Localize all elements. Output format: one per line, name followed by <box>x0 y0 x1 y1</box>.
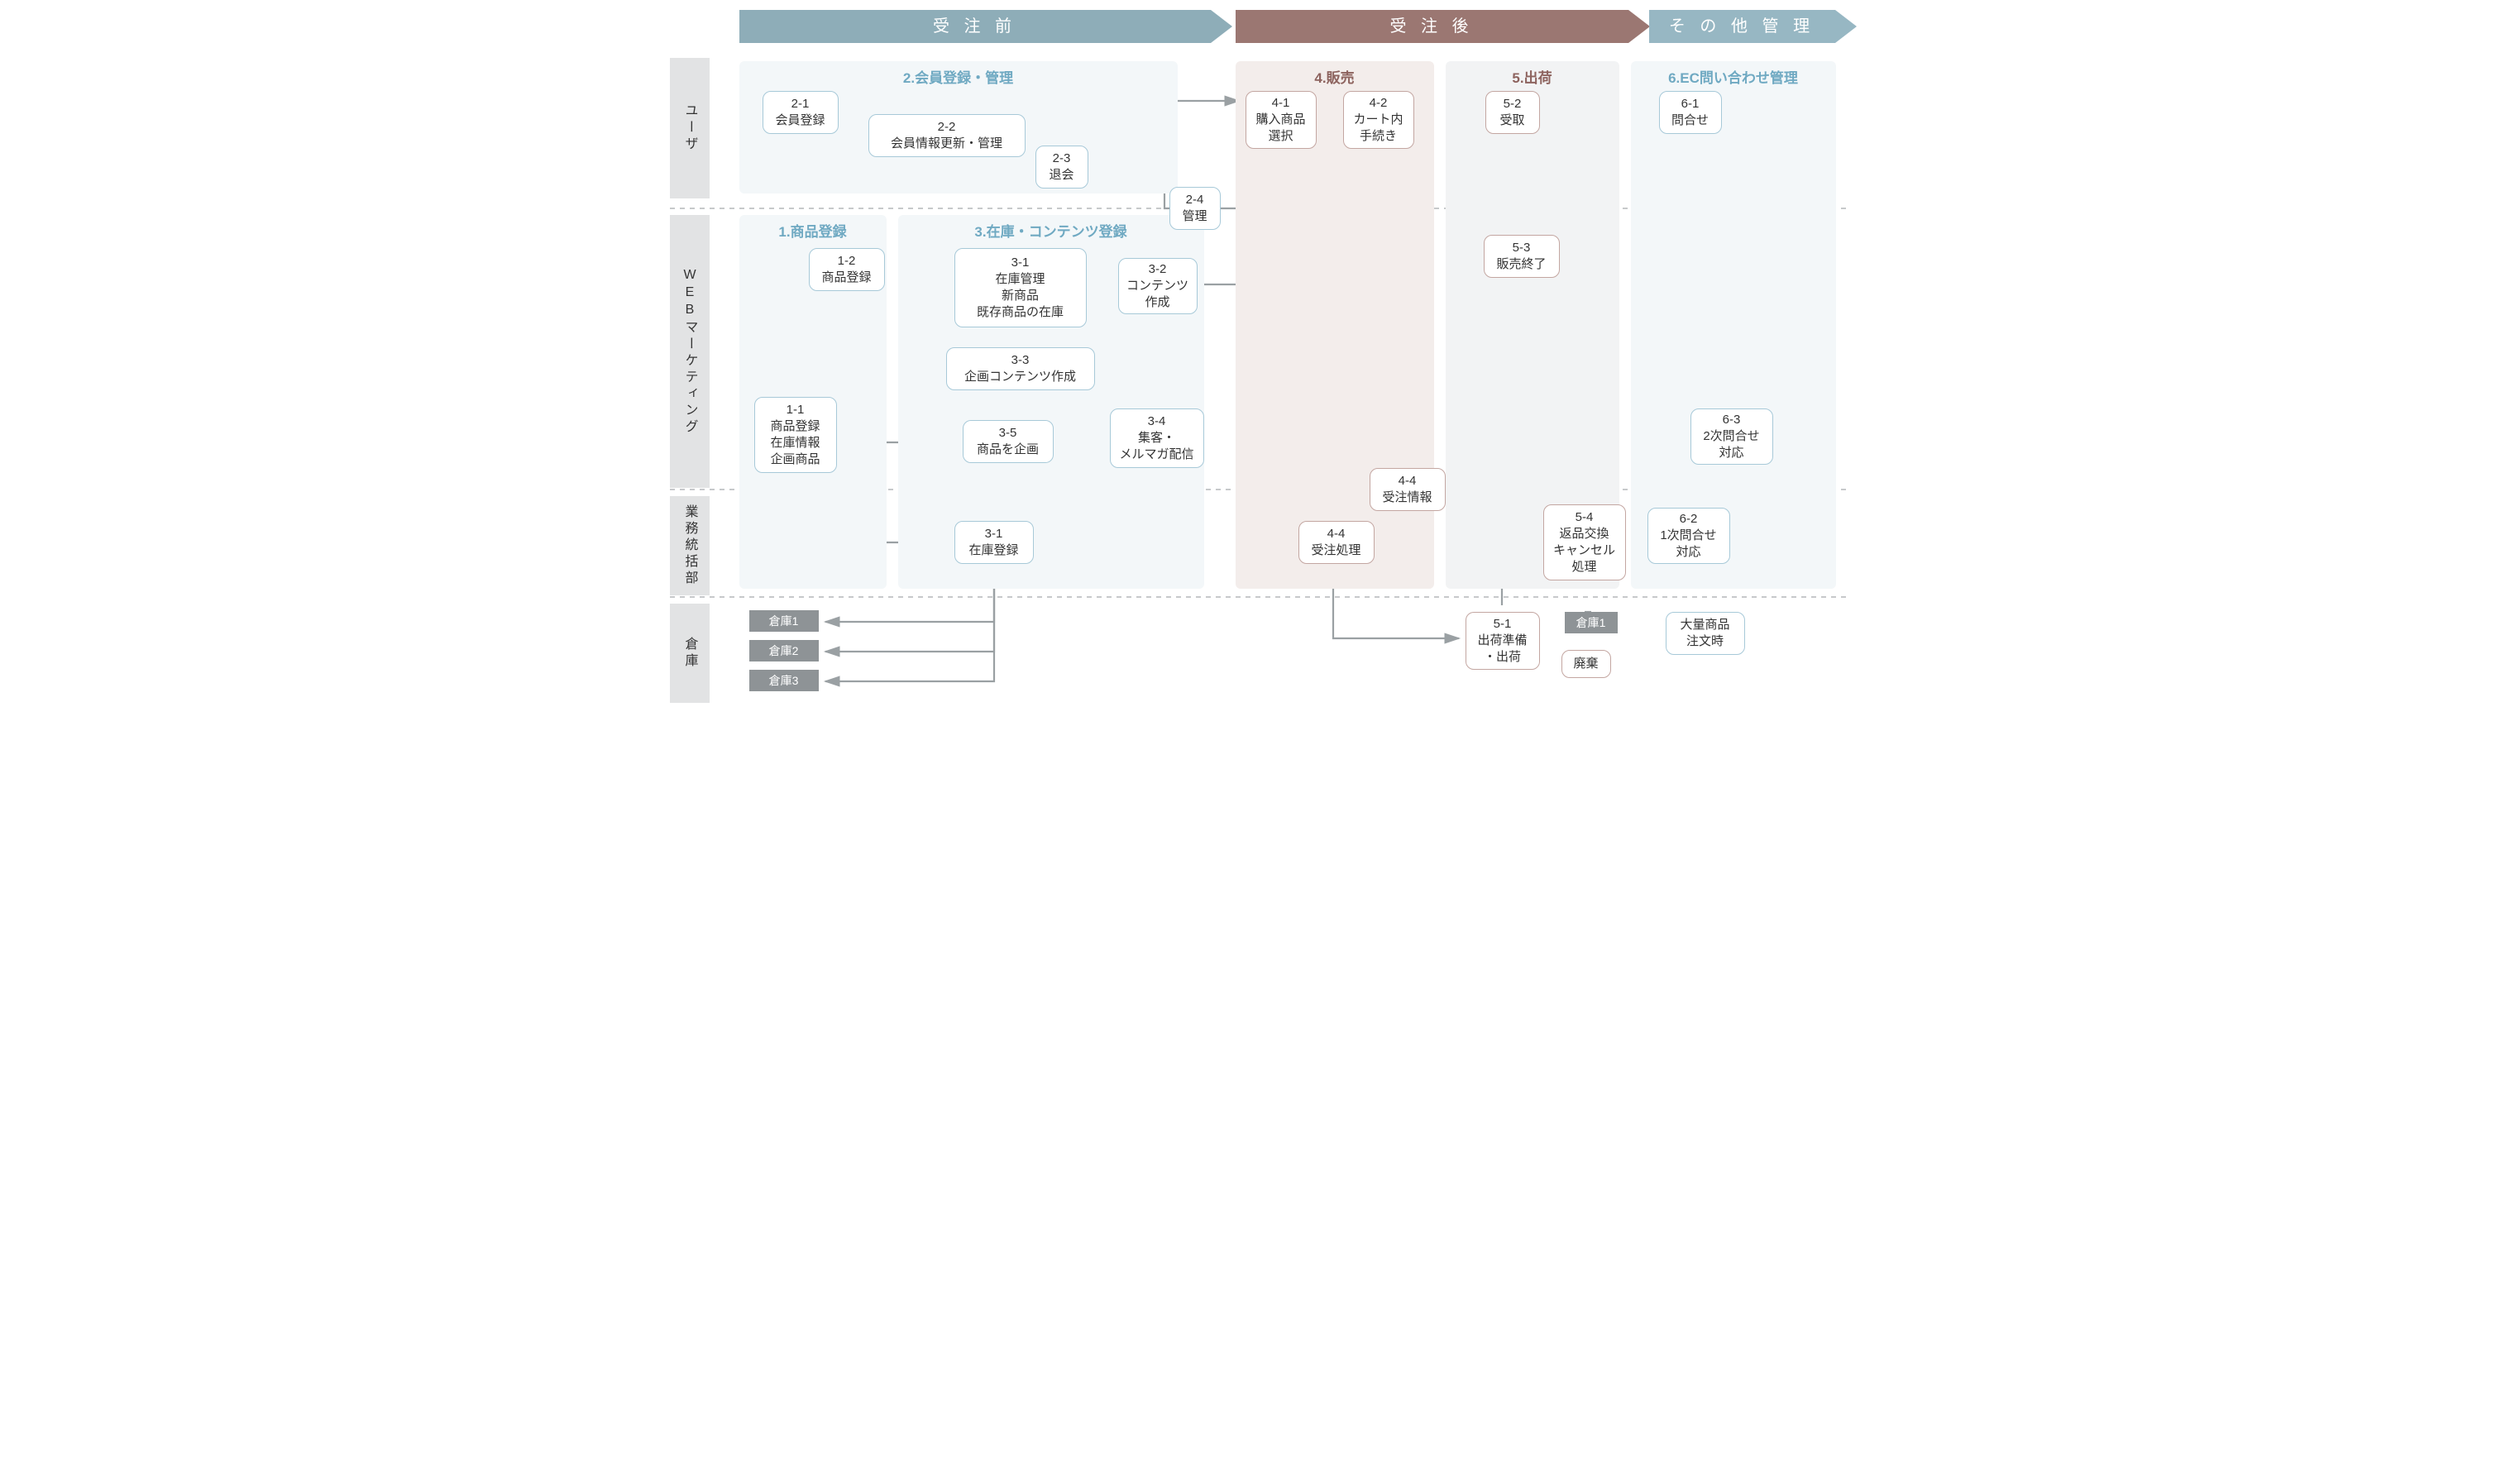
node-n-6-1: 6-1問合せ <box>1659 91 1722 134</box>
node-n-3-4: 3-4集客・メルマガ配信 <box>1110 408 1204 468</box>
lane-lane-wh: 倉庫 <box>670 604 710 703</box>
node-n-4-2: 4-2カート内手続き <box>1343 91 1414 149</box>
node-n-4-1: 4-1購入商品選択 <box>1246 91 1317 149</box>
section-sec-2: 2.会員登録・管理 <box>739 66 1178 87</box>
wh-wh1b: 倉庫1 <box>1565 612 1618 633</box>
node-n-2-3: 2-3退会 <box>1035 146 1088 189</box>
node-n-2-2: 2-2会員情報更新・管理 <box>868 114 1026 157</box>
lane-lane-user: ユーザ <box>670 58 710 198</box>
node-n-1-1: 1-1商品登録在庫情報企画商品 <box>754 397 837 473</box>
phase-phase-post: 受 注 後 <box>1236 10 1628 43</box>
node-n-disc: 廃棄 <box>1561 650 1611 678</box>
node-n-3-5: 3-5商品を企画 <box>963 420 1054 463</box>
node-n-3-3: 3-3企画コンテンツ作成 <box>946 347 1095 390</box>
node-n-6-3: 6-32次問合せ対応 <box>1690 408 1773 465</box>
node-n-4-4a: 4-4受注情報 <box>1370 468 1446 511</box>
section-sec-4: 4.販売 <box>1236 66 1434 87</box>
node-n-5-2: 5-2受取 <box>1485 91 1540 134</box>
wh-wh1: 倉庫1 <box>749 610 819 632</box>
node-n-3-2: 3-2コンテンツ作成 <box>1118 258 1198 314</box>
wh-wh2: 倉庫2 <box>749 640 819 661</box>
node-n-5-3: 5-3販売終了 <box>1484 235 1560 278</box>
node-n-4-4b: 4-4受注処理 <box>1298 521 1375 564</box>
node-n-5-4: 5-4返品交換キャンセル処理 <box>1543 504 1626 580</box>
section-sec-5: 5.出荷 <box>1446 66 1619 87</box>
phase-phase-other: そ の 他 管 理 <box>1649 10 1835 43</box>
node-n-3-1: 3-1在庫管理新商品既存商品の在庫 <box>954 248 1087 327</box>
node-n-2-4: 2-4管理 <box>1169 187 1221 230</box>
wh-wh3: 倉庫3 <box>749 670 819 691</box>
node-n-2-1: 2-1会員登録 <box>763 91 839 134</box>
lane-lane-web: WEBマーケティング <box>670 215 710 488</box>
lane-lane-ops: 業務統括部 <box>670 496 710 595</box>
phase-phase-pre: 受 注 前 <box>739 10 1211 43</box>
node-n-bulk: 大量商品注文時 <box>1666 612 1745 655</box>
section-sec-3: 3.在庫・コンテンツ登録 <box>898 220 1204 241</box>
node-n-6-2: 6-21次問合せ対応 <box>1647 508 1730 564</box>
section-sec-6: 6.EC問い合わせ管理 <box>1631 66 1836 87</box>
node-n-1-2: 1-2商品登録 <box>809 248 885 291</box>
node-n-5-1: 5-1出荷準備・出荷 <box>1466 612 1540 670</box>
node-n-3-1b: 3-1在庫登録 <box>954 521 1034 564</box>
section-sec-1: 1.商品登録 <box>739 220 887 241</box>
